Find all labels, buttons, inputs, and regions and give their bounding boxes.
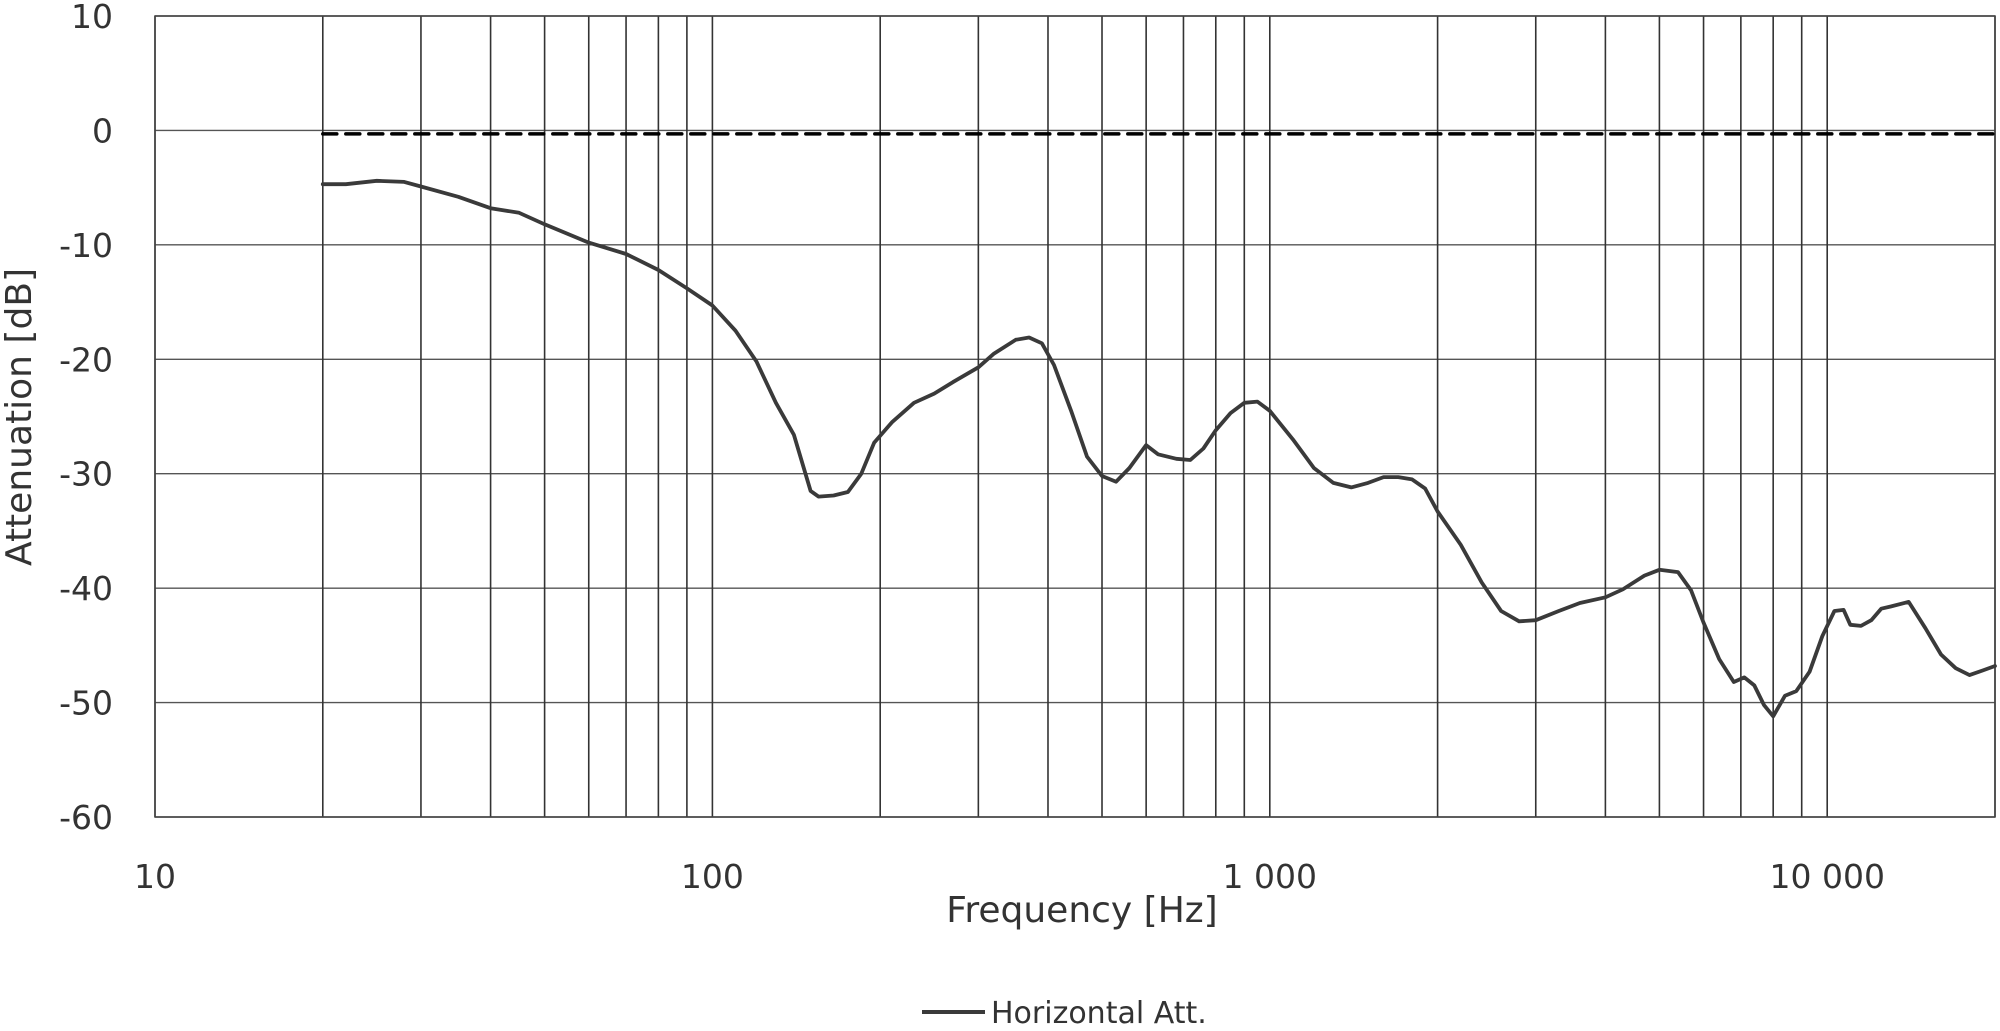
y-axis-tick-labels: 10 0 -10 -20 -30 -40 -50 -60: [59, 0, 113, 837]
y-tick-label: -60: [59, 798, 113, 837]
grid-lines: [154, 15, 1996, 818]
y-tick-label: -10: [59, 226, 113, 265]
y-tick-label: -40: [59, 569, 113, 608]
legend-label-horizontal-att: Horizontal Att.: [991, 996, 1207, 1031]
x-tick-label: 10: [134, 857, 176, 896]
series-line-horizontal-att: [320, 178, 1997, 719]
y-tick-label: -50: [59, 684, 113, 723]
x-tick-label: 10 000: [1769, 857, 1884, 896]
x-axis-tick-labels: 10 100 1 000 10 000: [134, 857, 1885, 896]
x-axis-title: Frequency [Hz]: [946, 890, 1217, 931]
y-tick-label: -30: [59, 455, 113, 494]
y-axis-title: Attenuation [dB]: [0, 268, 40, 566]
y-tick-label: 10: [71, 0, 113, 36]
plot-area-frame: [154, 15, 1996, 818]
y-tick-label: 0: [92, 111, 113, 150]
x-tick-label: 1 000: [1223, 857, 1317, 896]
y-tick-label: -20: [59, 340, 113, 379]
series-lines: [320, 132, 1997, 719]
legend: Horizontal Att.: [922, 996, 1207, 1031]
x-tick-label: 100: [681, 857, 744, 896]
